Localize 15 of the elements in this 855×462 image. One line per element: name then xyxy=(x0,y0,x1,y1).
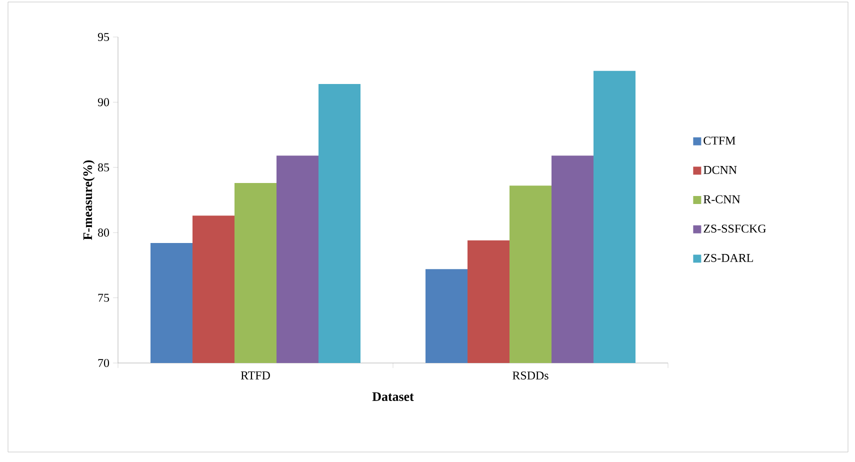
y-tick-label: 70 xyxy=(98,358,110,368)
y-tick-label: 85 xyxy=(98,163,110,172)
y-tick-label: 80 xyxy=(98,228,110,237)
y-tick-label: 90 xyxy=(98,98,110,106)
x-tick-label: RSDDs xyxy=(512,371,548,380)
legend-label: R-CNN xyxy=(704,195,740,204)
y-tick-label: 75 xyxy=(98,294,110,302)
y-axis-title: F-measure(%) xyxy=(82,160,95,240)
legend-label: DCNN xyxy=(704,166,737,174)
x-tick-label: RTFD xyxy=(240,372,270,380)
legend-label: ZS-DARL xyxy=(704,254,753,262)
x-axis-title: Dataset xyxy=(372,392,414,401)
legend-label: CTFM xyxy=(704,136,736,145)
y-tick-label: 95 xyxy=(98,32,110,42)
legend-label: ZS-SSFCKG xyxy=(704,224,766,233)
